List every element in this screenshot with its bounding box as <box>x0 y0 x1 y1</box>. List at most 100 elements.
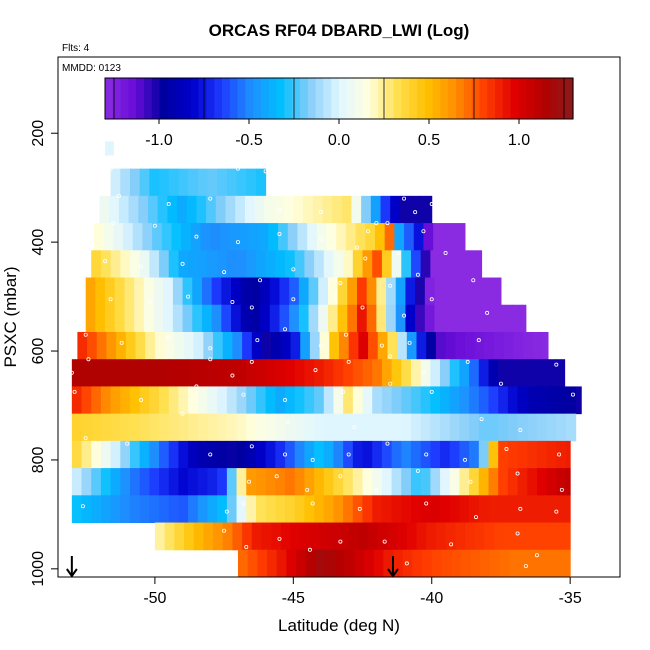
heatmap-cell <box>401 468 412 496</box>
heatmap-cell <box>303 195 314 224</box>
data-marker <box>421 370 426 375</box>
heatmap-cell <box>114 304 125 333</box>
heatmap-cell <box>217 413 228 442</box>
colorbar-cell <box>300 78 309 119</box>
heatmap-cell <box>139 440 150 469</box>
heatmap-cell <box>294 359 305 387</box>
heatmap-cell <box>217 386 228 415</box>
data-marker <box>249 305 254 310</box>
heatmap-cell <box>255 413 267 442</box>
heatmap-cell <box>239 223 250 251</box>
heatmap-cell <box>85 277 96 306</box>
heatmap-cell <box>312 195 323 224</box>
mmdd-label: MMDD: 0123 <box>62 63 121 74</box>
heatmap-cell <box>341 195 352 224</box>
heatmap-cell <box>285 468 296 496</box>
data-marker <box>363 256 368 261</box>
heatmap-cell <box>333 386 344 415</box>
heatmap-cell <box>556 468 567 496</box>
heatmap-cell <box>285 250 296 279</box>
heatmap-cell <box>444 304 455 333</box>
data-marker <box>374 221 379 226</box>
heatmap-cell <box>453 304 465 333</box>
heatmap-cell <box>323 440 334 469</box>
heatmap-cell <box>236 250 247 279</box>
heatmap-cell <box>215 195 226 224</box>
data-marker <box>534 553 539 558</box>
heatmap-cell <box>294 468 305 496</box>
heatmap-cell <box>343 250 354 279</box>
x-axis: -50 -45 -40 -35 <box>143 576 582 607</box>
colorbar-cell <box>471 78 480 119</box>
colorbar-cell <box>370 78 379 119</box>
heatmap-cell <box>502 304 513 333</box>
arrow-head <box>66 568 78 578</box>
heatmap-cell <box>381 413 393 442</box>
heatmap-cell <box>333 413 344 442</box>
heatmap-cell <box>469 468 480 496</box>
data-marker <box>222 528 227 533</box>
heatmap-cell <box>474 331 485 360</box>
heatmap-cell <box>356 304 368 333</box>
heatmap-cell <box>361 195 372 224</box>
flights-label: Flts: 4 <box>62 43 90 54</box>
heatmap-cell <box>149 495 160 524</box>
heatmap-cell <box>435 331 447 360</box>
heatmap-cell <box>269 277 280 306</box>
heatmap-cell <box>343 495 354 524</box>
heatmap-cell <box>344 549 355 578</box>
heatmap-cell <box>279 304 290 333</box>
heatmap-cell <box>406 331 418 360</box>
heatmap-cell <box>139 250 150 279</box>
heatmap-cell <box>91 440 102 469</box>
heatmap-cell <box>440 250 451 279</box>
heatmap-cell <box>217 468 228 496</box>
data-markers <box>69 166 575 569</box>
data-marker <box>283 398 288 403</box>
heatmap-cell <box>332 195 343 224</box>
data-marker <box>249 359 254 364</box>
heatmap-cell <box>556 495 567 524</box>
data-marker <box>429 202 434 207</box>
colorbar-cell <box>409 78 418 119</box>
colorbar-cell <box>198 78 207 119</box>
heatmap-cell <box>159 440 170 469</box>
heatmap-cell <box>323 386 334 415</box>
heatmap-cell <box>339 522 350 551</box>
heatmap-cell <box>304 413 315 442</box>
heatmap-cell <box>391 468 402 496</box>
data-marker <box>354 245 359 250</box>
heatmap-cell <box>110 250 121 279</box>
colorbar-cell <box>136 78 145 119</box>
heatmap-cells <box>71 141 582 578</box>
heatmap-cell <box>304 495 315 524</box>
heatmap-cell <box>236 413 247 442</box>
heatmap-cell <box>430 440 441 469</box>
heatmap-cell <box>455 522 466 551</box>
x-tick-label: -35 <box>559 590 582 607</box>
heatmap-cell <box>532 331 543 360</box>
data-marker <box>83 332 88 337</box>
data-marker <box>194 234 199 239</box>
heatmap-cell <box>139 359 150 387</box>
heatmap-cell <box>116 331 127 360</box>
heatmap-cell <box>192 277 203 306</box>
heatmap-cell <box>213 331 224 360</box>
y-tick-label: 600 <box>30 338 47 365</box>
heatmap-cell <box>197 359 208 387</box>
heatmap-cell <box>91 250 102 279</box>
heatmap-cell <box>395 304 406 333</box>
heatmap-cell <box>343 386 354 415</box>
heatmap-cell <box>527 359 538 387</box>
heatmap-cell <box>168 168 179 197</box>
heatmap-cell <box>430 495 441 524</box>
heatmap-cell <box>129 413 141 442</box>
heatmap-cell <box>523 522 534 551</box>
heatmap-cell <box>100 250 112 279</box>
heatmap-cell <box>153 304 164 333</box>
colorbar-cell <box>424 78 434 119</box>
heatmap-cell <box>536 440 548 469</box>
heatmap-cell <box>503 522 514 551</box>
heatmap-cell <box>240 277 251 306</box>
heatmap-cell <box>347 304 358 333</box>
